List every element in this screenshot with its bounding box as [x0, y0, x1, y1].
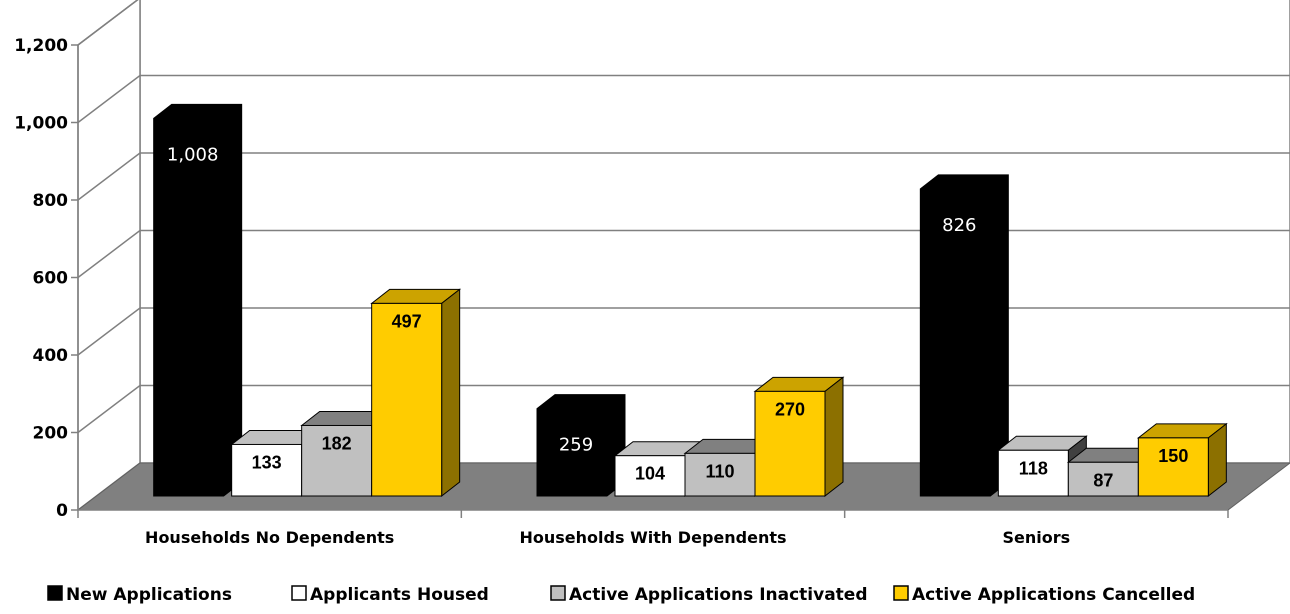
bar — [753, 376, 845, 498]
side-wall — [77, 0, 141, 512]
data-label: 270 — [775, 399, 805, 419]
gridline — [77, 0, 139, 46]
gridline — [77, 384, 1290, 434]
legend-swatch — [291, 585, 307, 601]
y-tick-label: 1,200 — [14, 36, 68, 56]
bar — [370, 288, 462, 498]
bar-front — [1137, 437, 1209, 497]
legend-swatch — [47, 585, 63, 601]
legend-item: Active Applications Inactivated — [550, 585, 868, 605]
data-label: 133 — [252, 452, 282, 472]
gridline — [77, 152, 1290, 201]
legend-swatch — [550, 585, 566, 601]
x-tick-label: Seniors — [1003, 528, 1071, 547]
bars — [153, 103, 1228, 498]
bar-front — [754, 390, 826, 497]
data-labels: 1,008 133 182 497 259 104 110 270 826 118 87 150 — [167, 144, 1188, 490]
y-tick-label: 400 — [33, 346, 69, 366]
y-tick-label: 600 — [33, 269, 69, 289]
data-label: 87 — [1093, 470, 1113, 490]
y-tick-label: 1,000 — [14, 114, 68, 134]
gridlines — [77, 0, 1290, 434]
legend-label: Active Applications Cancelled — [912, 585, 1195, 605]
legend-label: Applicants Housed — [310, 585, 489, 605]
data-label: 104 — [635, 464, 665, 484]
x-tick-label: Households No Dependents — [145, 528, 394, 547]
data-label: 182 — [322, 433, 352, 453]
y-tick-label: 800 — [33, 191, 69, 211]
data-label: 110 — [705, 461, 734, 481]
legend-label: New Applications — [66, 585, 232, 605]
gridline — [77, 307, 1290, 356]
y-tick-label: 0 — [56, 501, 68, 521]
data-label: 826 — [942, 215, 976, 236]
bar-front — [1067, 461, 1139, 497]
bar-front — [997, 449, 1069, 497]
gridline — [77, 229, 1290, 279]
bar-side — [441, 288, 461, 498]
legend-item: Active Applications Cancelled — [893, 585, 1195, 605]
axes: 0 200 400 600 800 1,000 1,200 Households No Dep… — [14, 36, 1229, 547]
bar-front — [301, 424, 373, 497]
back-wall — [139, 0, 1290, 464]
bar-front — [231, 443, 303, 497]
bar-side — [824, 376, 844, 498]
bar-front — [371, 302, 443, 497]
bar — [1136, 422, 1228, 498]
legend-swatch — [893, 585, 909, 601]
data-label: 118 — [1019, 458, 1048, 478]
y-tick-label: 200 — [33, 424, 69, 444]
x-tick-label: Households With Dependents — [520, 528, 787, 547]
data-label: 259 — [559, 435, 593, 456]
legend-item: New Applications — [47, 585, 232, 605]
legend: New Applications Applicants Housed Active … — [47, 585, 1195, 605]
data-label: 497 — [392, 311, 422, 331]
data-label: 1,008 — [167, 144, 219, 165]
bar — [613, 440, 705, 498]
legend-label: Active Applications Inactivated — [569, 585, 868, 605]
data-label: 150 — [1158, 446, 1188, 466]
legend-item: Applicants Housed — [291, 585, 489, 605]
bar-front — [614, 455, 686, 497]
gridline — [77, 74, 1290, 124]
